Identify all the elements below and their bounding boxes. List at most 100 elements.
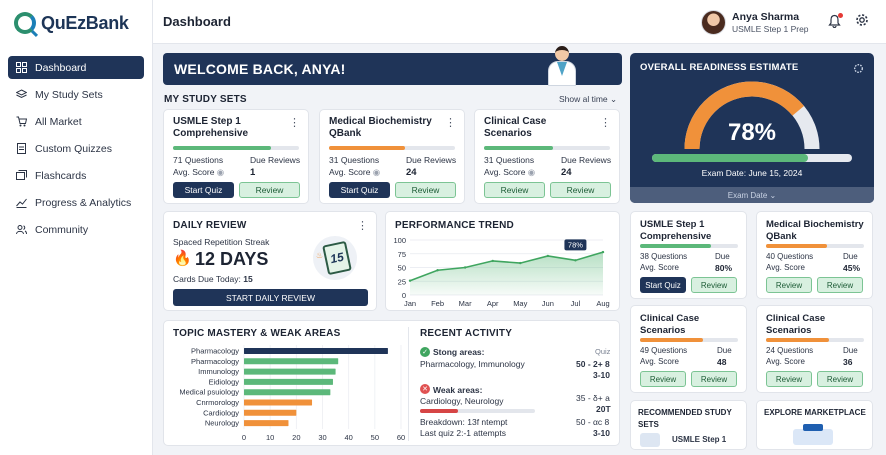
review-button[interactable]: Review [239,182,300,198]
review-button[interactable]: Review [484,182,545,198]
sidebar-item-my-study-sets[interactable]: My Study Sets [8,83,144,106]
trend-point [574,259,577,262]
due-value: 80% [715,263,733,273]
review-button[interactable]: Review [817,371,863,387]
settings-icon[interactable] [853,61,864,79]
sidebar: QuEzBank Dashboard My Study Sets All Mar… [0,0,153,455]
x-tick-label: 40 [344,433,352,442]
due-value: 24 [406,167,417,178]
small-flame-icon: ♨ [316,251,324,260]
doctor-illustration [540,46,586,86]
recommended-item[interactable]: USMLE Step 1 [672,435,727,444]
more-icon[interactable]: ⋮ [445,117,456,129]
progress-bar [640,244,738,248]
study-set-title: USMLE Step 1 Comprehensive [173,116,249,139]
x-tick-label: 50 [371,433,379,442]
x-tick-label: 30 [318,433,326,442]
mini-set-card: Medical Biochemistry QBank 40 Questions … [756,211,873,299]
topic-label: Neurology [205,419,239,428]
avg-score-label: Avg. Score [640,263,679,272]
start-quiz-button[interactable]: Start Quiz [640,277,686,293]
welcome-text: WELCOME BACK, ANYA! [174,61,346,77]
review-button[interactable]: Review [640,371,686,387]
mini-set-card: Clinical Case Scenarios 24 Questions Due… [756,305,873,393]
performance-trend-card: PERFORMANCE TREND 0 25 50 75 100 Jan Feb Mar Apr… [385,211,620,311]
trend-point [546,254,550,258]
sidebar-item-community[interactable]: Community [8,218,144,241]
sidebar-item-progress-analytics[interactable]: Progress & Analytics [8,191,144,214]
review-button[interactable]: Review [766,277,812,293]
due-label: Due Reviews [250,155,301,165]
mini-set-title: Clinical Case Scenarios [766,313,826,336]
exam-date-toggle[interactable]: Exam Date ⌄ [630,187,874,203]
value-badge [564,239,587,251]
show-all-dropdown[interactable]: Show al time ⌄ [559,94,617,105]
review-button[interactable]: Review [395,182,456,198]
divider [408,327,409,441]
x-tick-label: 0 [242,433,246,442]
x-icon: ✕ [420,384,430,394]
progress-fill [766,244,827,248]
sidebar-item-label: Community [35,223,89,236]
review-button[interactable]: Review [691,277,737,293]
strong-score-range: 3-10 [593,370,611,380]
sidebar-item-label: Flashcards [35,169,87,182]
avg-score-label: Avg. Score [766,263,805,272]
sidebar-item-flashcards[interactable]: Flashcards [8,164,144,187]
readiness-value: 78% [727,119,777,146]
sidebar-item-dashboard[interactable]: Dashboard [8,56,144,79]
bell-icon[interactable] [828,14,841,31]
strong-score: 50 - 2+ 8 [576,359,610,369]
y-tick-label: 25 [398,277,406,286]
due-label: Due Reviews [561,155,612,165]
due-label: Due [717,346,732,355]
daily-review-title: DAILY REVIEW [173,220,247,231]
gear-icon[interactable] [855,13,869,30]
avatar[interactable] [701,10,726,35]
fire-icon: 🔥 [173,250,192,267]
topic-label: Pharmacology [191,347,239,356]
study-sets-heading: MY STUDY SETS [164,94,247,105]
more-icon[interactable]: ⋮ [600,117,611,129]
user-name[interactable]: Anya Sharma [732,11,800,23]
cards-icon [16,170,27,181]
streak-label: Spaced Repetition Streak [173,237,270,247]
start-daily-review-button[interactable]: START DAILY REVIEW [173,289,368,306]
topic-mastery-chart: 0 10 20 30 40 50 60PharmacologyPharmacologyImm… [179,345,405,442]
sidebar-item-custom-quizzes[interactable]: Custom Quizzes [8,137,144,160]
avg-score-label: Avg. Score ◉ [329,167,381,177]
start-quiz-button[interactable]: Start Quiz [329,182,390,198]
progress-fill [640,338,703,342]
due-value: 24 [561,167,572,178]
due-label: Due [843,252,858,261]
topic-mastery-card: TOPIC MASTERY & WEAK AREAS 0 10 20 30 40 50 60… [163,320,620,446]
review-button[interactable]: Review [550,182,611,198]
sidebar-item-label: My Study Sets [35,88,103,101]
top-bar: Dashboard Anya Sharma USMLE Step 1 Prep [153,0,886,44]
x-tick-label: 60 [397,433,405,442]
avg-score-label: Avg. Score [766,357,805,366]
review-button[interactable]: Review [691,371,737,387]
start-quiz-button[interactable]: Start Quiz [173,182,234,198]
sidebar-item-label: Dashboard [35,61,87,74]
weak-areas-value: Cardiology, Neurology [420,396,504,406]
book-icon [640,433,660,447]
topic-label: Medical psuiology [179,388,239,397]
topic-bar [244,358,339,365]
more-icon[interactable]: ⋮ [289,117,300,129]
performance-chart: 0 25 50 75 100 Jan Feb Mar Apr May Jun Jul Aug 78% [393,236,609,308]
x-tick-label: Apr [487,299,499,308]
progress-bar [766,244,864,248]
app-logo[interactable]: QuEzBank [14,12,129,34]
x-tick-label: 10 [266,433,274,442]
progress-fill [640,244,711,248]
last-quiz-score: 3-10 [593,428,611,438]
study-set-card: USMLE Step 1 Comprehensive ⋮ 71 Question… [163,109,309,204]
x-tick-label: 20 [292,433,300,442]
sidebar-item-all-market[interactable]: All Market [8,110,144,133]
grid-icon [16,62,27,73]
review-button[interactable]: Review [766,371,812,387]
x-tick-label: May [513,299,527,308]
more-icon[interactable]: ⋮ [357,220,368,232]
review-button[interactable]: Review [817,277,863,293]
